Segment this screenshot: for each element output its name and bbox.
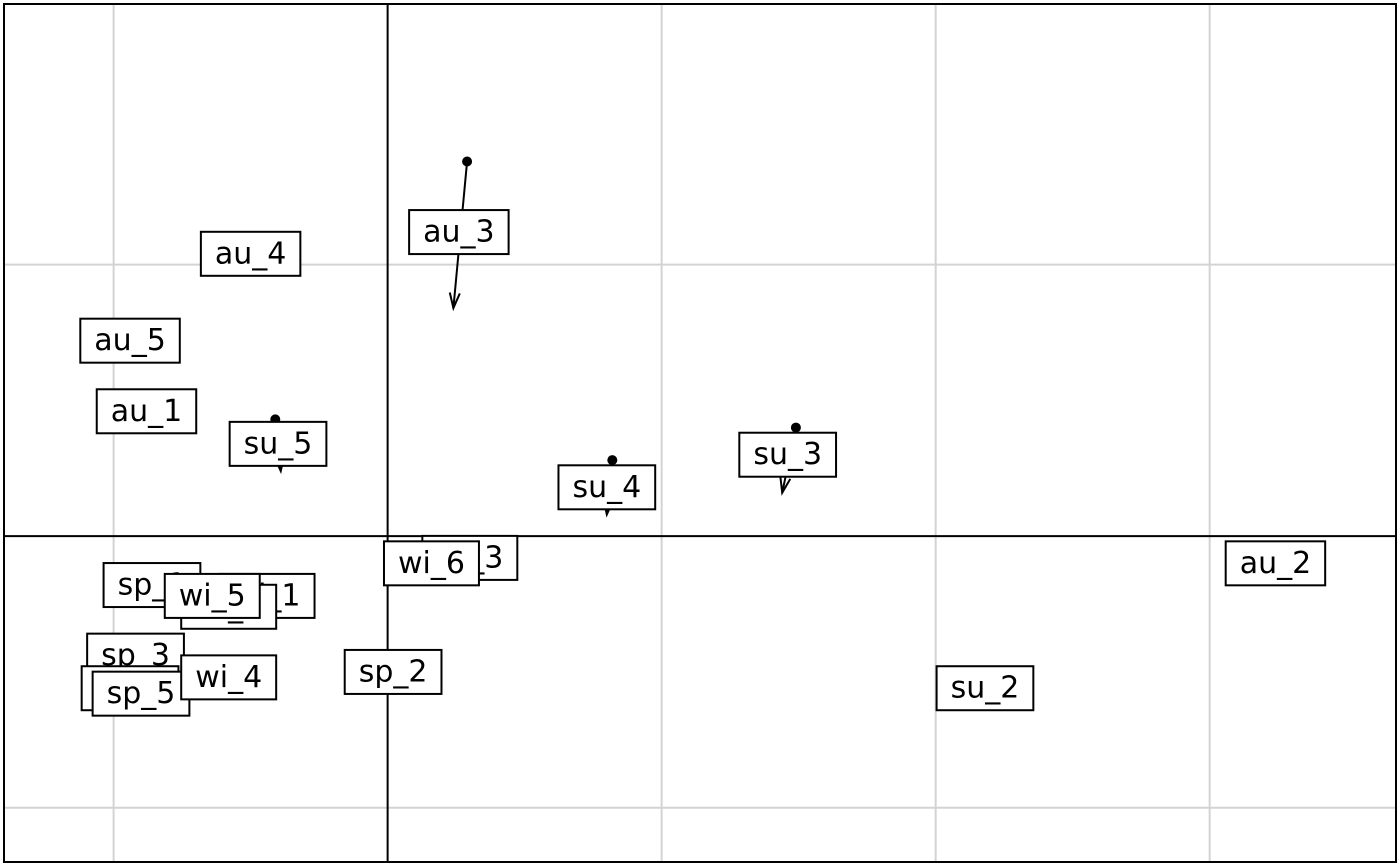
- label-box: [738, 431, 838, 478]
- label-text: sp_2: [359, 654, 428, 689]
- label-box: [228, 420, 328, 467]
- plot-frame: [3, 3, 1397, 863]
- point-label-su_3: su_3: [738, 431, 838, 478]
- point-label-au_2: au_2: [1224, 540, 1327, 587]
- point-label-au_4: au_4: [199, 230, 302, 277]
- label-text: sp_5: [107, 676, 176, 711]
- point-label-su_5: su_5: [228, 420, 328, 467]
- grid-lines: [4, 4, 1396, 862]
- label-box: [1224, 540, 1327, 587]
- label-text: au_2: [1240, 546, 1311, 581]
- label-text: wi_5: [179, 578, 246, 613]
- label-text: wi_6: [398, 546, 465, 581]
- arrow-head: [448, 292, 461, 312]
- point-label-su_2: su_2: [935, 665, 1035, 712]
- label-text: au_5: [94, 323, 165, 358]
- label-box: [343, 648, 443, 695]
- point-label-wi_4: wi_4: [180, 654, 278, 701]
- point-label-au_1: au_1: [95, 388, 198, 435]
- label-text: su_3: [753, 437, 822, 472]
- label-text: au_3: [423, 215, 494, 250]
- point-label-sp_5: sp_5: [91, 670, 191, 717]
- label-box: [91, 670, 191, 717]
- label-text: wi_4: [195, 660, 262, 695]
- axis-lines: [4, 4, 1396, 862]
- label-box: [79, 317, 181, 364]
- arrow-head: [779, 476, 792, 496]
- label-box: [408, 209, 510, 256]
- point-label-wi_5: wi_5: [163, 572, 261, 619]
- point-label-au_3: au_3: [408, 209, 510, 256]
- label-box: [935, 665, 1035, 712]
- arrows: [270, 156, 801, 518]
- label-text: su_5: [244, 426, 313, 461]
- label-text: su_2: [951, 671, 1020, 706]
- point-label-au_5: au_5: [79, 317, 181, 364]
- point-label-wi_6: wi_6: [382, 540, 480, 587]
- point-label-sp_2: sp_2: [343, 648, 443, 695]
- point-labels: au_1au_2au_3au_4au_5su_2su_3su_4su_5sp_1…: [79, 209, 1327, 717]
- label-box: [382, 540, 480, 587]
- label-box: [199, 230, 302, 277]
- label-box: [163, 572, 261, 619]
- label-text: su_4: [572, 470, 641, 505]
- label-box: [180, 654, 278, 701]
- point-label-su_4: su_4: [557, 464, 657, 511]
- label-text: au_1: [111, 394, 182, 429]
- label-text: au_4: [215, 236, 286, 271]
- label-box: [557, 464, 657, 511]
- label-box: [95, 388, 198, 435]
